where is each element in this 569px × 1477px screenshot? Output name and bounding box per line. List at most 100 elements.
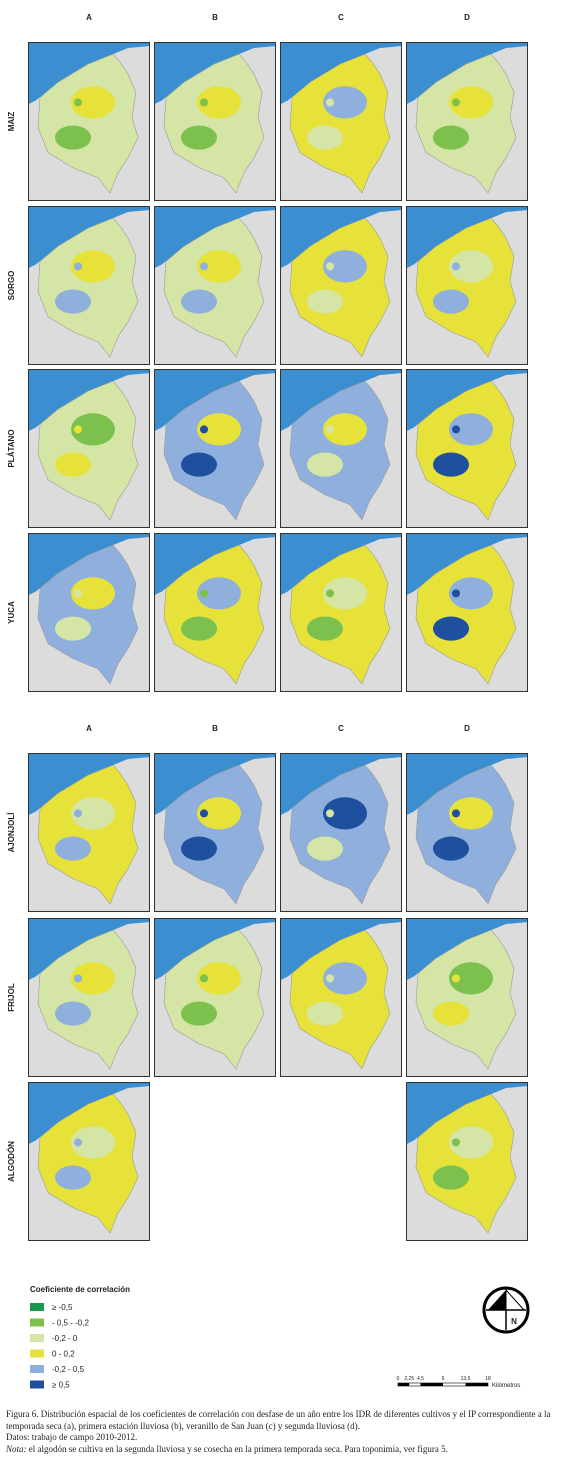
zone [323,962,367,995]
sea [28,1082,150,1145]
zone [71,86,115,119]
map-panel [406,753,528,912]
map-panel [28,533,150,692]
zone [433,1165,469,1190]
zone [452,589,460,598]
zone [433,836,469,861]
department [415,217,517,358]
row-label: YUCA [7,601,16,624]
department [37,53,139,194]
column-header: B [212,13,218,22]
department [163,764,265,905]
panel-border [28,206,150,365]
legend-label: ≥ 0,5 [52,1381,70,1390]
sea [154,533,276,596]
zone [181,836,217,861]
zone [326,809,334,818]
column-header: B [212,724,218,733]
row-label: AJONJOLÍ [7,812,16,853]
zone [197,413,241,446]
scale-segment [465,1383,488,1386]
legend-label: -0,2 - 0,5 [52,1365,85,1374]
row-label: FRIJOL [7,983,16,1012]
department [163,544,265,685]
zone [181,125,217,150]
map-panel [28,206,150,365]
department [37,380,139,521]
sea [406,533,528,596]
scale-label: 4,5 [417,1376,424,1382]
panel-border [154,533,276,692]
zone [433,452,469,477]
zone [181,289,217,314]
sea [406,206,528,269]
column-header: D [464,724,470,733]
panel-border [406,753,528,912]
panel-border [154,206,276,365]
zone [307,836,343,861]
column-header: A [86,724,92,733]
sea [406,753,528,816]
map-panel [406,42,528,201]
zone [449,1126,493,1159]
zone [71,250,115,283]
panel-border [406,42,528,201]
sea [28,753,150,816]
zone [326,98,334,107]
map-panel [28,42,150,201]
department [37,1093,139,1234]
panel-border [154,918,276,1077]
panel-border [406,369,528,528]
department [37,929,139,1070]
column-header: D [464,13,470,22]
department [37,764,139,905]
zone [55,289,91,314]
map-panel [406,206,528,365]
north-arrow [488,1290,506,1310]
panel-border [28,1082,150,1241]
legend-title: Coeficiente de correlación [30,1285,130,1294]
scale-unit: Kilómetros [492,1383,520,1389]
zone [71,413,115,446]
map-panel [154,753,276,912]
zone [74,262,82,271]
caption-source: Datos: trabajo de campo 2010-2012. [6,1432,138,1442]
zone [323,797,367,830]
sea [154,918,276,981]
zone [55,1165,91,1190]
zone [449,86,493,119]
legend-swatch [30,1303,44,1311]
zone [200,98,208,107]
zone [307,1001,343,1026]
zone [452,809,460,818]
zone [452,1138,460,1147]
row-label: MAIZ [7,112,16,132]
map-panel [28,1082,150,1241]
zone [200,974,208,983]
column-header: A [86,13,92,22]
panel-border [406,533,528,692]
department [163,217,265,358]
zone [326,974,334,983]
map-panel [28,918,150,1077]
panel-border [28,753,150,912]
panel-border [280,533,402,692]
panel-border [280,918,402,1077]
panel-border [280,206,402,365]
department [289,764,391,905]
zone [433,289,469,314]
caption-figure: Figura 6. Distribución espacial de los c… [6,1409,551,1431]
sea [280,369,402,432]
zone [307,616,343,641]
legend-label: 0 - 0,2 [52,1350,75,1359]
caption: Figura 6. Distribución espacial de los c… [6,1409,562,1455]
zone [449,577,493,610]
zone [74,809,82,818]
panel-border [280,369,402,528]
department [163,380,265,521]
zone [323,86,367,119]
zone [74,425,82,434]
zone [307,125,343,150]
department [289,929,391,1070]
